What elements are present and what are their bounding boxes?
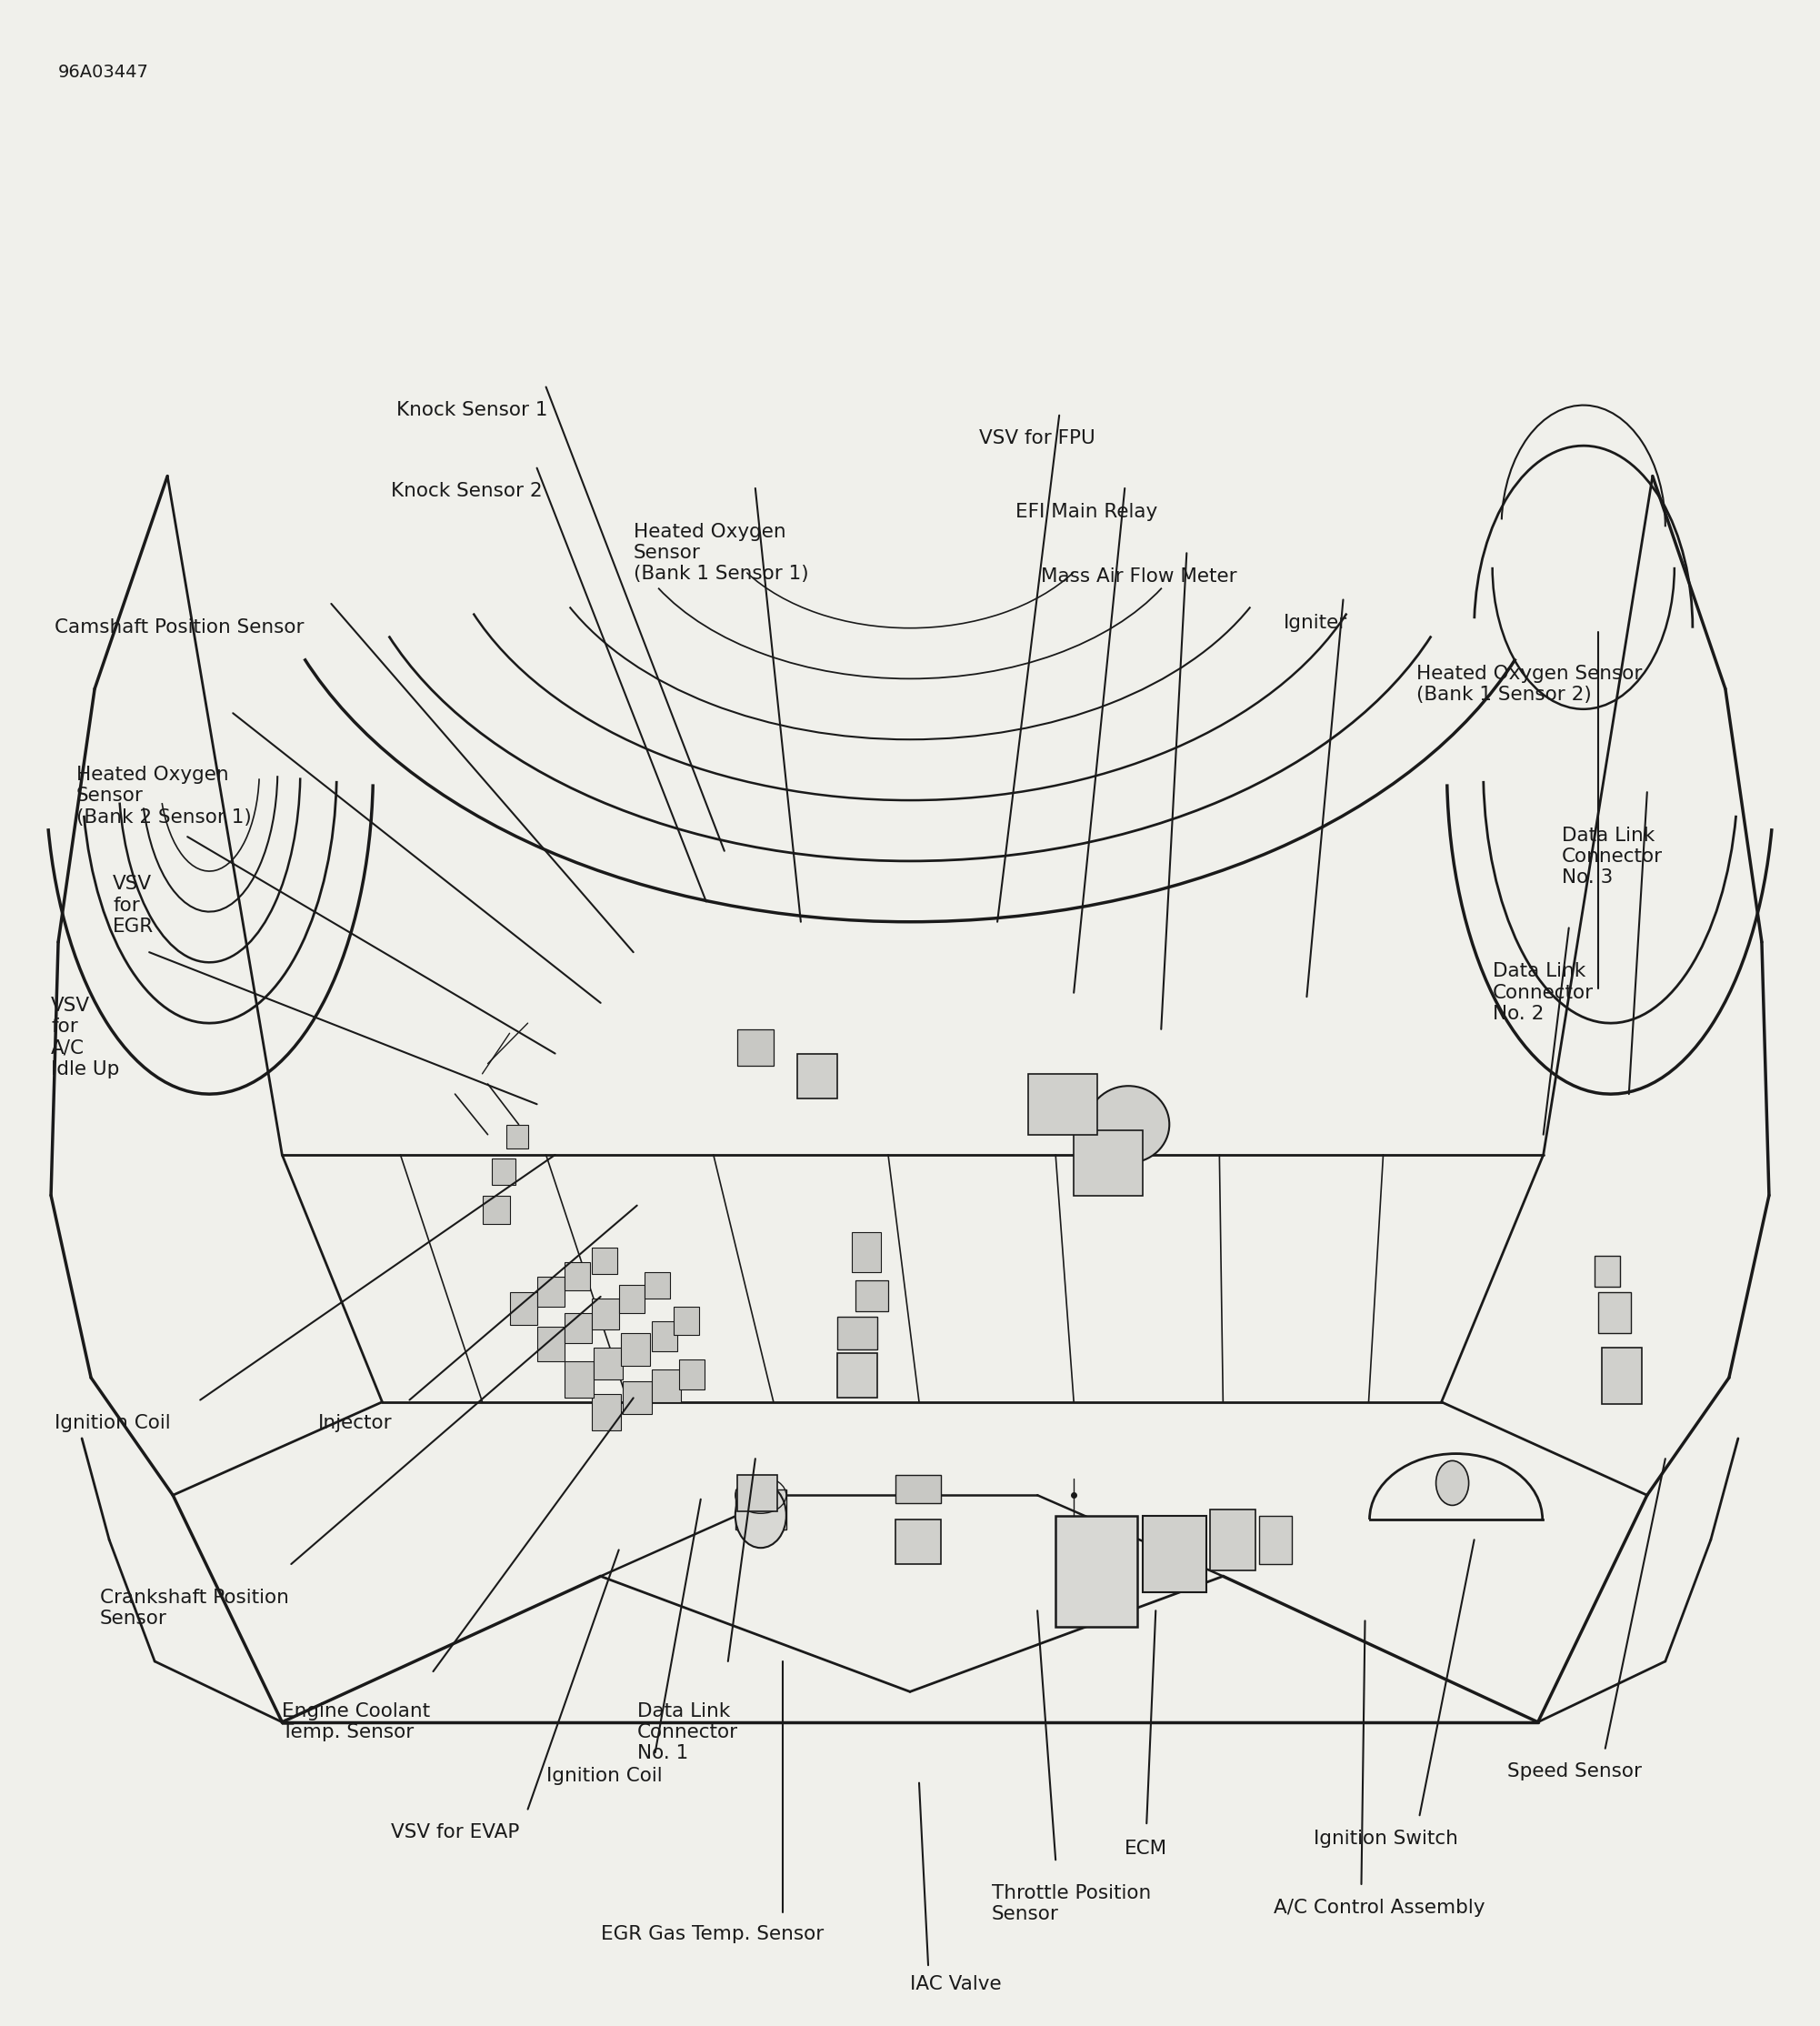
Bar: [1056, 1515, 1138, 1627]
Text: Data Link
Connector
No. 1: Data Link Connector No. 1: [637, 1702, 739, 1763]
Text: Heated Oxygen Sensor
(Bank 1 Sensor 2): Heated Oxygen Sensor (Bank 1 Sensor 2): [1416, 665, 1642, 703]
Bar: [737, 1475, 777, 1511]
Text: Engine Coolant
Temp. Sensor: Engine Coolant Temp. Sensor: [282, 1702, 430, 1740]
Text: 96A03447: 96A03447: [58, 63, 149, 81]
Bar: [564, 1313, 592, 1343]
Text: Heated Oxygen
Sensor
(Bank 2 Sensor 1): Heated Oxygen Sensor (Bank 2 Sensor 1): [76, 766, 251, 827]
Bar: [837, 1353, 877, 1398]
Text: ECM: ECM: [1125, 1840, 1168, 1858]
Text: IAC Valve: IAC Valve: [910, 1975, 1001, 1994]
Bar: [679, 1359, 704, 1390]
Bar: [592, 1394, 621, 1430]
Bar: [1028, 1074, 1097, 1135]
Bar: [837, 1317, 877, 1349]
Text: Crankshaft Position
Sensor: Crankshaft Position Sensor: [100, 1588, 289, 1627]
Text: EFI Main Relay: EFI Main Relay: [1016, 502, 1158, 521]
Bar: [593, 1347, 622, 1380]
Bar: [1259, 1515, 1292, 1564]
Bar: [1602, 1347, 1642, 1404]
Bar: [652, 1321, 677, 1351]
Bar: [652, 1370, 681, 1402]
Bar: [1594, 1256, 1620, 1287]
Bar: [1598, 1293, 1631, 1333]
Bar: [737, 1029, 774, 1066]
Text: Ignition Switch: Ignition Switch: [1314, 1829, 1458, 1848]
Text: VSV for EVAP: VSV for EVAP: [391, 1823, 521, 1842]
Bar: [622, 1382, 652, 1414]
Bar: [735, 1489, 786, 1530]
Text: Data Link
Connector
No. 3: Data Link Connector No. 3: [1562, 827, 1663, 887]
Bar: [895, 1475, 941, 1503]
Bar: [564, 1262, 590, 1291]
Text: Heated Oxygen
Sensor
(Bank 1 Sensor 1): Heated Oxygen Sensor (Bank 1 Sensor 1): [633, 523, 808, 583]
Text: Ignition Coil: Ignition Coil: [55, 1414, 171, 1432]
Bar: [564, 1361, 593, 1398]
Bar: [619, 1284, 644, 1313]
Ellipse shape: [1087, 1086, 1170, 1163]
Text: VSV
for
A/C
Idle Up: VSV for A/C Idle Up: [51, 997, 120, 1078]
Text: Mass Air Flow Meter: Mass Air Flow Meter: [1041, 567, 1238, 586]
Text: Data Link
Connector
No. 2: Data Link Connector No. 2: [1492, 962, 1594, 1023]
Bar: [1074, 1131, 1143, 1195]
Bar: [506, 1124, 528, 1149]
Text: Knock Sensor 2: Knock Sensor 2: [391, 482, 542, 500]
Bar: [1210, 1509, 1256, 1570]
Text: Camshaft Position Sensor: Camshaft Position Sensor: [55, 618, 304, 636]
Bar: [895, 1520, 941, 1564]
Bar: [537, 1327, 564, 1361]
Text: Speed Sensor: Speed Sensor: [1507, 1763, 1642, 1781]
Text: Knock Sensor 1: Knock Sensor 1: [397, 401, 548, 419]
Text: EGR Gas Temp. Sensor: EGR Gas Temp. Sensor: [601, 1925, 824, 1943]
Text: VSV for FPU: VSV for FPU: [979, 430, 1096, 448]
Bar: [673, 1307, 699, 1335]
Bar: [797, 1054, 837, 1098]
Bar: [852, 1232, 881, 1272]
Ellipse shape: [735, 1483, 786, 1548]
Bar: [537, 1276, 564, 1307]
Ellipse shape: [1436, 1461, 1469, 1505]
Bar: [482, 1195, 510, 1224]
Text: Ignition Coil: Ignition Coil: [546, 1767, 662, 1785]
Bar: [592, 1299, 619, 1329]
Bar: [510, 1293, 537, 1325]
Bar: [621, 1333, 650, 1366]
Text: A/C Control Assembly: A/C Control Assembly: [1274, 1898, 1485, 1917]
Text: Throttle Position
Sensor: Throttle Position Sensor: [992, 1884, 1152, 1923]
Text: Igniter: Igniter: [1283, 614, 1347, 632]
Bar: [855, 1280, 888, 1311]
Bar: [491, 1159, 515, 1185]
Text: Injector: Injector: [318, 1414, 393, 1432]
Bar: [1143, 1515, 1207, 1592]
Text: VSV
for
EGR: VSV for EGR: [113, 875, 155, 936]
Bar: [592, 1248, 617, 1274]
Bar: [644, 1272, 670, 1299]
